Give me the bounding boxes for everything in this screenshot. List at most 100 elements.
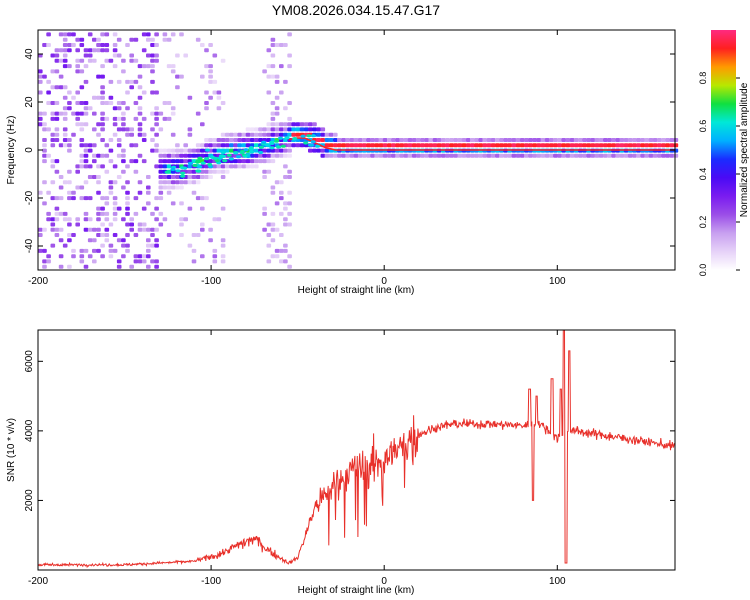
spectrogram-cell <box>270 254 276 259</box>
spectrogram-cell <box>104 233 110 237</box>
spectrogram-cell <box>266 148 272 153</box>
spectrogram-cell <box>162 180 168 185</box>
spectrogram-cell <box>187 243 193 248</box>
spectrogram-cell <box>195 196 201 201</box>
spectrogram-cell <box>54 159 60 164</box>
spectrogram-cell <box>279 90 284 95</box>
spectrogram-cell <box>216 95 222 100</box>
spectrogram-cell <box>270 127 276 132</box>
spectrogram-cell <box>208 169 213 174</box>
spectrogram-cell <box>96 37 101 42</box>
spectrogram-cell <box>345 138 350 142</box>
spectrogram-cell <box>353 138 359 142</box>
spectrogram-cell <box>100 153 105 158</box>
spectrogram-cell <box>200 148 205 153</box>
spectrogram-cell <box>158 111 164 116</box>
spectrogram-cell <box>79 43 85 47</box>
spectrogram-cell <box>216 217 222 222</box>
spectrogram-cell <box>490 153 496 158</box>
spectrogram-cell <box>274 106 280 111</box>
spectrogram-cell <box>79 69 85 74</box>
spectrogram-cell <box>644 143 650 148</box>
spectrogram-cell <box>67 138 72 142</box>
spectrogram-cell <box>482 138 488 142</box>
spectrogram-cell <box>441 138 446 142</box>
spectrogram-cell <box>166 101 172 105</box>
spectrogram-cell <box>62 180 68 185</box>
spectrogram-cell <box>166 180 172 185</box>
spectrogram-cell <box>79 122 85 127</box>
spectrogram-cell <box>619 143 625 148</box>
spectrogram-cell <box>615 138 621 142</box>
spectrogram-cell <box>287 148 292 153</box>
spectrogram-cell <box>67 101 72 105</box>
spectrogram-cell <box>141 259 147 264</box>
spectrogram-cell <box>58 32 64 37</box>
spectrogram-cell <box>170 180 176 185</box>
spectrogram-cell <box>266 64 272 69</box>
spectrogram-cell <box>416 138 421 142</box>
spectrogram-cell <box>208 79 213 84</box>
spectrogram-cell <box>121 169 126 174</box>
spectrogram-cell <box>200 122 205 127</box>
spectrogram-cell <box>320 153 326 158</box>
spectrogram-cell <box>38 111 43 116</box>
spectrogram-cell <box>116 79 122 84</box>
spectrogram-cell <box>291 132 296 137</box>
spectrogram-cell <box>457 138 463 142</box>
snr-x-axis: -200 -100 0 100 <box>28 330 566 587</box>
spectrogram-cell <box>79 254 85 259</box>
spectrogram-cell <box>137 122 143 127</box>
spectrogram-cell <box>129 222 134 227</box>
spectrogram-cell <box>42 122 47 127</box>
spectrogram-cell <box>636 138 641 142</box>
spectrogram-cell <box>146 254 151 259</box>
spectrogram-cell <box>395 138 400 142</box>
colorbar-tick-label: 0.6 <box>698 120 708 133</box>
spectrogram-cell <box>100 90 105 95</box>
spectrogram-cell <box>200 143 205 148</box>
spectrogram-cell <box>590 143 596 148</box>
spectrogram-cell <box>54 227 60 232</box>
spectrogram-cell <box>499 153 504 158</box>
spectrogram-cell <box>158 175 164 179</box>
spectrogram-cell <box>71 233 76 237</box>
spectrogram-cell <box>38 227 43 232</box>
spectrogram-cell <box>619 153 625 158</box>
spectrogram-cell <box>87 32 93 37</box>
spectrogram-cell <box>279 43 284 47</box>
spectrogram-cell <box>141 159 147 164</box>
spectrogram-cell <box>341 138 346 142</box>
spectrogram-cell <box>83 122 89 127</box>
spectrogram-cell <box>200 222 205 227</box>
spectrogram-cell <box>100 211 105 216</box>
spectrogram-cell <box>108 159 114 164</box>
spectrogram-cell <box>299 122 305 127</box>
spectrogram-cell <box>299 127 305 132</box>
spectrogram-cell <box>166 233 172 237</box>
spectrogram-cell <box>441 153 446 158</box>
spectrogram-cell <box>204 169 209 174</box>
spectrogram-cell <box>303 127 309 132</box>
spectrogram-cell <box>179 159 184 164</box>
spectrogram-cell <box>158 169 164 174</box>
spectrogram-cell <box>137 180 143 185</box>
spectrogram-cell <box>179 74 184 79</box>
spectrogram-cell <box>312 148 317 153</box>
spectrogram-cell <box>287 222 292 227</box>
spectrogram-cell <box>133 254 139 259</box>
spectrogram-cell <box>283 43 288 47</box>
spectrogram-cell <box>283 217 288 222</box>
doppler-track-blob <box>310 134 316 138</box>
colorbar-tick-label: 0.2 <box>698 216 708 229</box>
spectrogram-cell <box>603 138 608 142</box>
spectrogram-cell <box>100 196 105 201</box>
doppler-track-blob <box>220 151 226 155</box>
doppler-track-blob <box>175 169 181 173</box>
spectrogram-cell <box>578 138 583 142</box>
spectrogram-cell <box>137 74 143 79</box>
spectrogram-cell <box>166 148 172 153</box>
spectrogram-cell <box>333 153 338 158</box>
spectrogram-cell <box>71 95 76 100</box>
spectrogram-cell <box>274 227 280 232</box>
